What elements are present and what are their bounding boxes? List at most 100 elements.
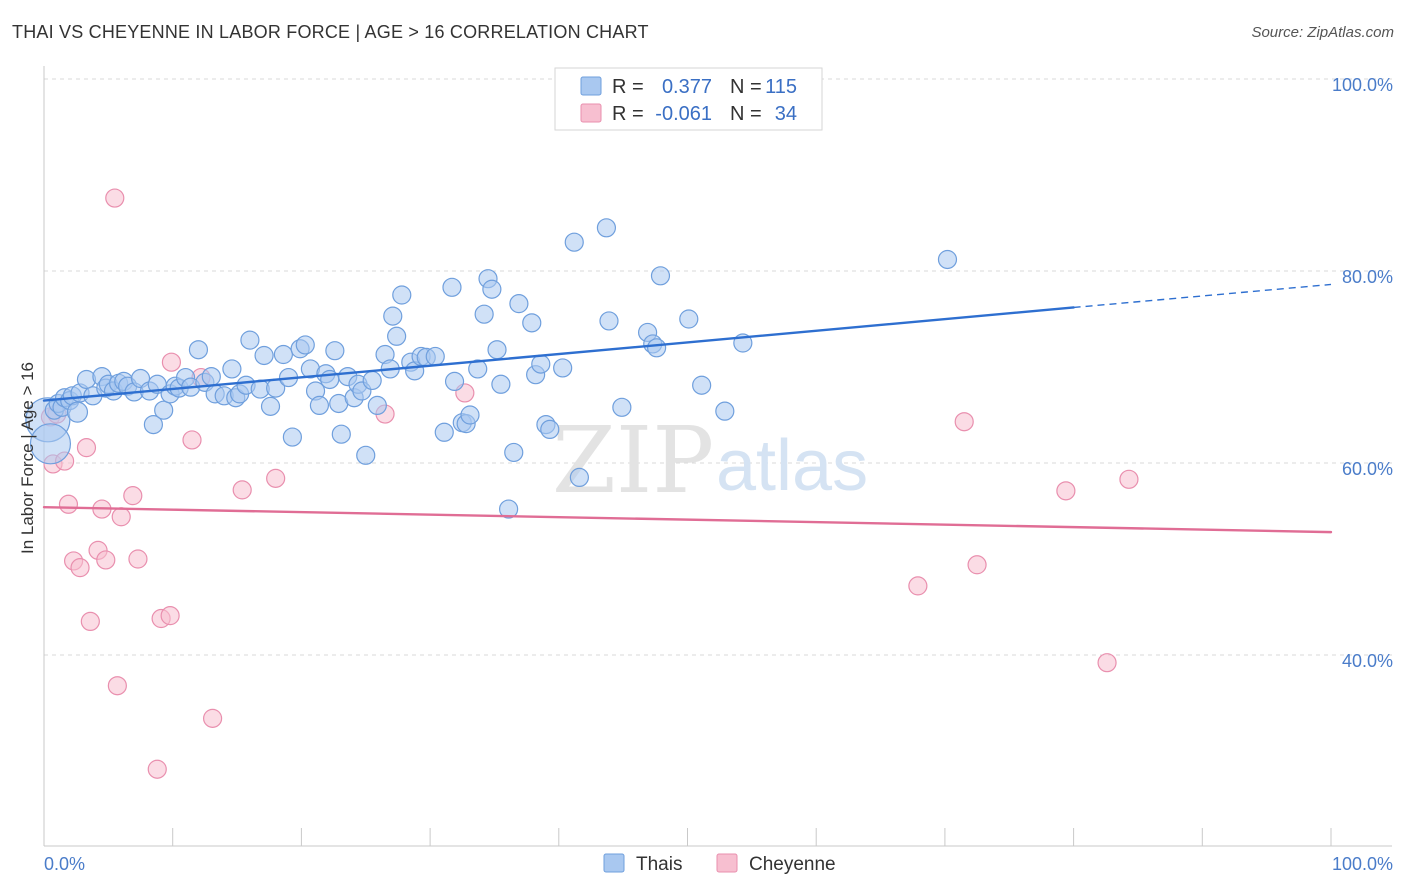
thais-point-66	[383, 306, 403, 326]
cheyenne-point-28	[908, 576, 928, 596]
thais-point-91	[531, 354, 551, 374]
thais-point-104	[679, 309, 699, 329]
thais-point-80	[468, 359, 488, 379]
cheyenne-point-15	[123, 486, 143, 506]
x-tick-label-min: 0.0%	[44, 854, 85, 874]
thais-point-93	[540, 419, 560, 439]
bottom-legend-cheyenne: Cheyenne	[749, 854, 836, 875]
cheyenne-point-21	[182, 430, 202, 450]
thais-point-8	[66, 401, 89, 423]
y-tick-label-60: 60.0%	[1342, 459, 1393, 479]
thais-point-54	[325, 341, 345, 361]
legend-swatch-thais	[580, 76, 602, 96]
thais-point-1	[29, 423, 72, 465]
watermark-zip: ZIP	[552, 407, 714, 514]
cheyenne-point-17	[147, 759, 167, 779]
thais-trend-extension	[1073, 283, 1332, 309]
thais-points	[25, 218, 958, 519]
cheyenne-point-33	[1119, 469, 1139, 489]
thais-point-32	[201, 367, 221, 387]
thais-point-89	[522, 313, 542, 333]
thais-point-35	[222, 359, 242, 379]
cheyenne-point-19	[160, 606, 180, 626]
thais-point-98	[599, 311, 619, 331]
legend-thais-n-value: 115	[765, 76, 797, 98]
thais-point-61	[356, 445, 376, 465]
thais-point-88	[509, 294, 529, 314]
legend-cheyenne-r-label: R =	[612, 103, 644, 125]
cheyenne-point-4	[58, 494, 79, 514]
bottom-legend-swatch-thais	[603, 853, 625, 873]
thais-point-74	[434, 422, 454, 442]
legend-cheyenne-n-label: N =	[730, 103, 762, 125]
thais-point-95	[564, 232, 584, 252]
thais-point-94	[553, 358, 573, 378]
thais-point-41	[254, 345, 274, 366]
legend-thais-r-value: 0.377	[662, 76, 712, 98]
thais-point-76	[444, 371, 465, 391]
thais-point-86	[499, 499, 519, 519]
thais-point-103	[650, 266, 671, 286]
thais-point-51	[309, 395, 330, 415]
cheyenne-point-31	[1056, 481, 1076, 501]
cheyenne-point-24	[232, 480, 252, 500]
thais-point-73	[425, 346, 445, 367]
cheyenne-point-13	[107, 676, 127, 696]
thais-point-22	[143, 415, 163, 435]
thais-point-44	[273, 344, 293, 365]
thais-point-24	[154, 400, 174, 420]
cheyenne-point-12	[105, 188, 125, 208]
x-tick-label-max: 100.0%	[1332, 854, 1393, 874]
thais-point-102	[647, 338, 667, 358]
thais-point-39	[240, 330, 260, 350]
legend-thais-r-label: R =	[612, 76, 644, 98]
thais-trend-line	[42, 306, 1075, 402]
thais-point-62	[362, 370, 382, 391]
thais-point-108	[937, 249, 958, 270]
thais-point-30	[188, 340, 209, 360]
y-tick-label-80: 80.0%	[1342, 267, 1393, 287]
thais-point-75	[442, 277, 462, 297]
thais-point-67	[387, 326, 407, 346]
legend-box: R = 0.377 N = 115 R = -0.061 N = 34	[554, 67, 823, 131]
cheyenne-point-32	[1097, 653, 1117, 673]
bottom-legend-swatch-cheyenne	[716, 853, 738, 873]
y-tick-labels: 40.0% 60.0% 80.0% 100.0%	[1332, 75, 1393, 671]
watermark-atlas: atlas	[716, 426, 868, 506]
thais-point-83	[482, 279, 502, 299]
cheyenne-point-6	[70, 558, 90, 578]
thais-point-48	[295, 335, 315, 355]
thais-point-56	[331, 424, 351, 444]
cheyenne-trend-line	[42, 505, 1333, 534]
cheyenne-point-30	[967, 555, 987, 575]
cheyenne-point-16	[128, 549, 148, 569]
y-tick-label-100: 100.0%	[1332, 75, 1393, 95]
cheyenne-point-29	[954, 412, 974, 432]
chart-title: THAI VS CHEYENNE IN LABOR FORCE | AGE > …	[12, 22, 649, 42]
legend-cheyenne-r-value: -0.061	[655, 103, 712, 125]
chart-source: Source: ZipAtlas.com	[1251, 24, 1394, 41]
thais-point-42	[260, 396, 281, 416]
cheyenne-point-20	[161, 352, 182, 372]
thais-point-68	[392, 285, 412, 305]
thais-point-105	[692, 375, 712, 395]
thais-point-106	[715, 401, 735, 421]
thais-point-96	[569, 467, 589, 487]
bottom-legend-thais: Thais	[636, 854, 682, 875]
grid-lines	[44, 78, 1392, 656]
thais-point-46	[282, 427, 302, 447]
legend-thais-n-label: N =	[730, 76, 762, 98]
thais-point-97	[596, 218, 617, 238]
y-tick-label-40: 40.0%	[1342, 651, 1393, 671]
thais-point-84	[487, 340, 507, 360]
cheyenne-point-23	[202, 708, 223, 728]
thais-point-99	[612, 397, 632, 417]
thais-point-79	[460, 405, 480, 425]
thais-point-81	[474, 304, 494, 324]
thais-point-85	[491, 374, 511, 394]
cheyenne-point-25	[266, 468, 286, 488]
thais-point-63	[367, 395, 387, 415]
cheyenne-point-8	[80, 611, 100, 632]
x-axis-ticks	[43, 828, 1332, 846]
